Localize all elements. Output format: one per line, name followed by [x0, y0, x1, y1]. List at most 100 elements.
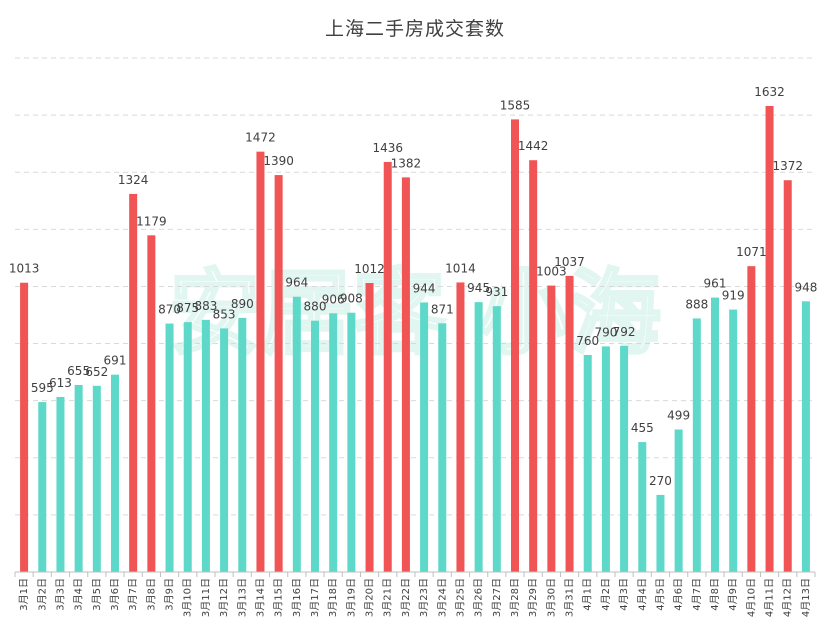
- bar: [201, 319, 210, 572]
- x-tick-label: 4月13日: [800, 578, 812, 617]
- bars: [20, 105, 810, 573]
- data-label: 919: [722, 289, 745, 303]
- data-label: 1012: [354, 262, 385, 276]
- data-label: 760: [576, 334, 599, 348]
- watermark-layer: 安居客 小海: [167, 259, 662, 369]
- bar: [511, 119, 519, 573]
- x-tick-label: 3月3日: [54, 578, 66, 611]
- data-label: 1014: [445, 261, 476, 275]
- x-tick-label: 4月12日: [782, 578, 794, 617]
- x-tick-label: 3月17日: [309, 578, 321, 617]
- bar: [420, 302, 429, 572]
- bar: [256, 151, 265, 572]
- bar: [92, 385, 101, 572]
- x-tick-label: 4月4日: [636, 578, 648, 611]
- data-label: 870: [158, 303, 181, 317]
- bar: [656, 494, 665, 572]
- x-tick-label: 4月9日: [727, 578, 739, 611]
- data-label: 270: [649, 474, 672, 488]
- bar: [729, 309, 738, 572]
- x-tick-label: 3月10日: [182, 578, 194, 617]
- data-label: 1585: [500, 98, 531, 112]
- data-label: 964: [285, 276, 308, 290]
- x-tick-label: 3月14日: [254, 578, 266, 617]
- data-label: 499: [667, 409, 690, 423]
- x-tick-label: 4月2日: [600, 578, 612, 611]
- data-label: 853: [213, 307, 236, 321]
- data-labels: 1013595613655652691132411798708758838538…: [9, 85, 818, 488]
- x-tick-label: 4月6日: [673, 578, 685, 611]
- x-tick-label: 3月21日: [382, 578, 394, 617]
- data-label: 931: [485, 285, 508, 299]
- bar: [638, 442, 647, 572]
- data-label: 655: [67, 364, 90, 378]
- x-tick-label: 3月22日: [400, 578, 412, 617]
- x-tick-label: 3月30日: [545, 578, 557, 617]
- data-label: 595: [31, 381, 54, 395]
- data-label: 871: [431, 302, 454, 316]
- bar: [547, 285, 556, 572]
- x-axis: 3月1日 3月2日 3月3日 3月4日 3月5日 3月6日 3月7日 3月8日 3月9日 3月10…: [14, 571, 816, 617]
- data-label: 1632: [754, 85, 785, 99]
- bar: [529, 160, 538, 572]
- x-tick-label: 3月27日: [491, 578, 503, 617]
- bar: [129, 193, 138, 572]
- x-tick-label: 3月16日: [291, 578, 303, 617]
- x-tick-label: 3月11日: [200, 578, 212, 617]
- bar: [565, 275, 574, 572]
- x-tick-label: 4月8日: [709, 578, 721, 611]
- data-label: 691: [104, 354, 127, 368]
- data-label: 1390: [263, 154, 294, 168]
- data-label: 1442: [518, 139, 549, 153]
- x-tick-label: 3月8日: [145, 578, 157, 611]
- bar: [492, 306, 501, 572]
- bar: [311, 320, 319, 572]
- bar: [747, 266, 756, 572]
- data-label: 875: [176, 301, 199, 315]
- bar: [383, 161, 392, 573]
- data-label: 1003: [536, 265, 567, 279]
- data-label: 1382: [391, 156, 422, 170]
- bar: [147, 235, 156, 572]
- bar: [38, 402, 47, 572]
- data-label: 1324: [118, 173, 149, 187]
- data-label: 1436: [372, 141, 403, 155]
- x-tick-label: 3月28日: [509, 578, 521, 617]
- x-tick-label: 3月4日: [73, 578, 85, 611]
- data-label: 890: [231, 297, 254, 311]
- data-label: 944: [413, 281, 436, 295]
- data-label: 1179: [136, 214, 167, 228]
- bar: [220, 328, 229, 572]
- data-label: 613: [49, 376, 72, 390]
- bar: [165, 323, 174, 572]
- x-tick-label: 4月10日: [745, 578, 757, 617]
- bar: [183, 322, 192, 572]
- x-tick-label: 3月13日: [236, 578, 248, 617]
- x-tick-label: 3月12日: [218, 578, 230, 617]
- x-tick-label: 3月23日: [418, 578, 430, 617]
- x-tick-label: 3月7日: [127, 578, 139, 611]
- data-label: 945: [467, 281, 490, 295]
- bar: [438, 323, 447, 572]
- bar: [765, 105, 774, 573]
- data-label: 906: [322, 292, 345, 306]
- data-label: 888: [685, 297, 708, 311]
- x-tick-label: 3月31日: [564, 578, 576, 617]
- x-tick-label: 4月5日: [654, 578, 666, 611]
- x-tick-label: 4月7日: [691, 578, 703, 611]
- bar: [674, 429, 683, 572]
- bar: [292, 296, 301, 572]
- x-tick-label: 4月1日: [582, 578, 594, 611]
- x-tick-label: 3月26日: [473, 578, 485, 617]
- bar: [329, 313, 338, 572]
- bar: [274, 175, 283, 573]
- data-label: 883: [194, 299, 217, 313]
- data-label: 455: [631, 421, 654, 435]
- bar: [238, 317, 247, 572]
- x-tick-label: 3月9日: [164, 578, 176, 611]
- data-label: 948: [794, 280, 817, 294]
- bar: [401, 177, 410, 572]
- bar: [347, 312, 356, 572]
- x-tick-label: 3月20日: [364, 578, 376, 617]
